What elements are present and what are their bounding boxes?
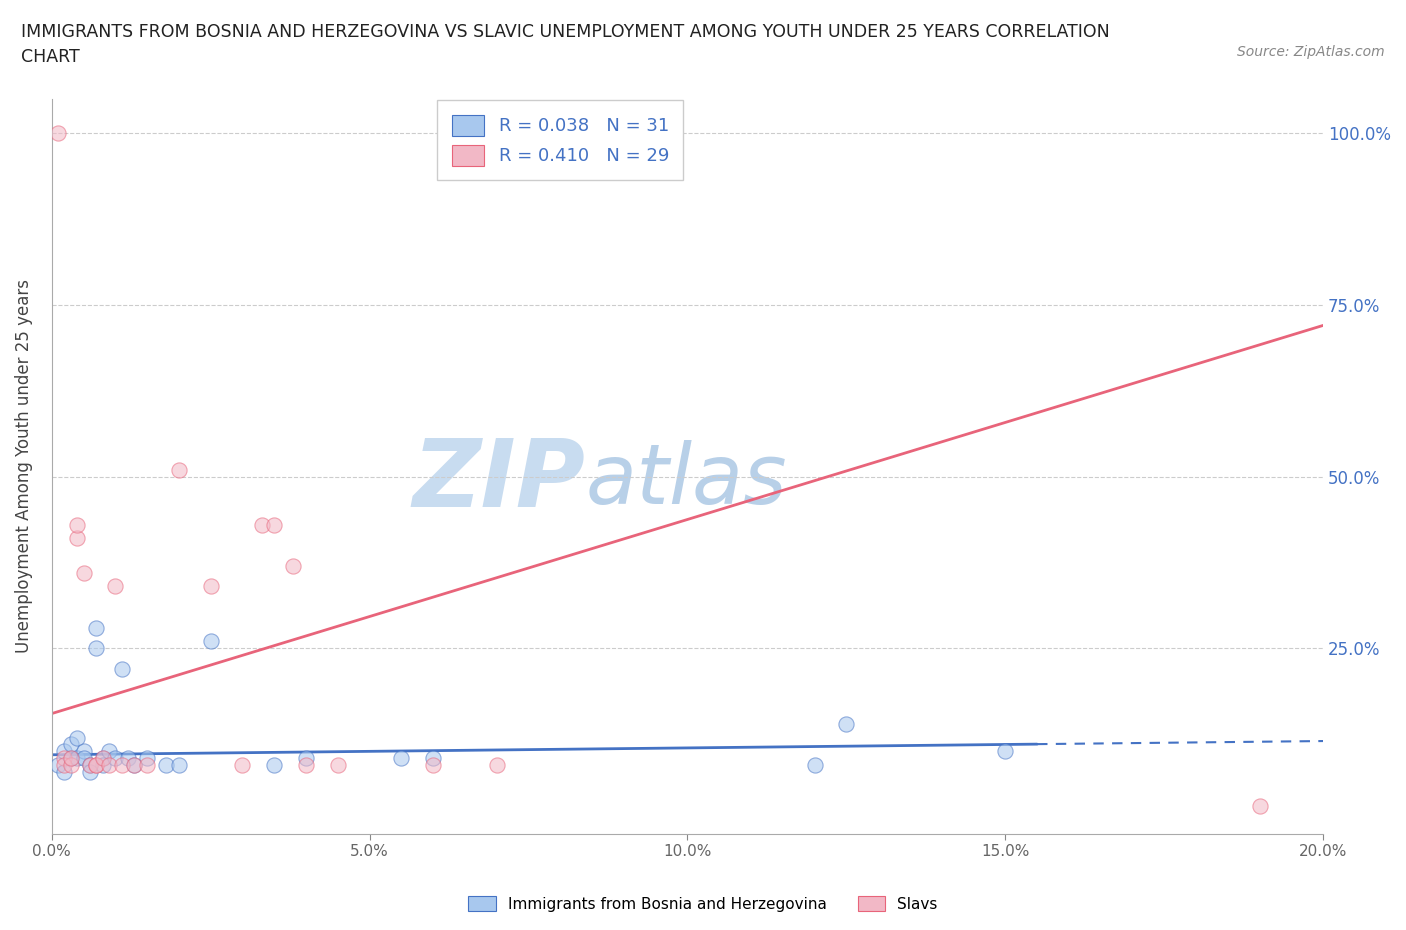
Point <box>46 126 69 140</box>
Point <box>111 661 134 676</box>
Point <box>231 758 253 773</box>
Point <box>59 737 82 752</box>
Point <box>422 758 444 773</box>
Point <box>91 751 114 765</box>
Point <box>326 758 349 773</box>
Point <box>200 634 222 649</box>
Point <box>167 758 190 773</box>
Point <box>97 744 120 759</box>
Point <box>389 751 412 765</box>
Text: Source: ZipAtlas.com: Source: ZipAtlas.com <box>1237 45 1385 59</box>
Point <box>79 758 101 773</box>
Point <box>263 517 285 532</box>
Point <box>124 758 146 773</box>
Point <box>53 744 76 759</box>
Point <box>136 758 159 773</box>
Point <box>72 751 94 765</box>
Point <box>66 730 89 745</box>
Point <box>1249 799 1271 814</box>
Point <box>295 751 318 765</box>
Point <box>59 758 82 773</box>
Legend: R = 0.038   N = 31, R = 0.410   N = 29: R = 0.038 N = 31, R = 0.410 N = 29 <box>437 100 683 180</box>
Point <box>97 758 120 773</box>
Text: IMMIGRANTS FROM BOSNIA AND HERZEGOVINA VS SLAVIC UNEMPLOYMENT AMONG YOUTH UNDER : IMMIGRANTS FROM BOSNIA AND HERZEGOVINA V… <box>21 23 1109 41</box>
Text: atlas: atlas <box>586 441 787 522</box>
Point <box>91 758 114 773</box>
Point <box>104 579 127 594</box>
Point <box>835 716 858 731</box>
Point <box>91 751 114 765</box>
Point <box>295 758 318 773</box>
Point <box>53 764 76 779</box>
Point <box>136 751 159 765</box>
Point <box>66 531 89 546</box>
Point <box>79 758 101 773</box>
Point <box>72 744 94 759</box>
Point <box>167 462 190 477</box>
Point <box>111 758 134 773</box>
Point <box>53 758 76 773</box>
Point <box>117 751 139 765</box>
Point <box>124 758 146 773</box>
Point <box>84 620 107 635</box>
Text: CHART: CHART <box>21 48 80 66</box>
Text: ZIP: ZIP <box>413 435 586 527</box>
Point <box>72 565 94 580</box>
Point <box>84 758 107 773</box>
Point <box>66 751 89 765</box>
Point <box>104 751 127 765</box>
Point <box>422 751 444 765</box>
Point <box>84 641 107 656</box>
Point <box>994 744 1017 759</box>
Point <box>485 758 508 773</box>
Legend: Immigrants from Bosnia and Herzegovina, Slavs: Immigrants from Bosnia and Herzegovina, … <box>463 889 943 918</box>
Point <box>200 579 222 594</box>
Point <box>53 751 76 765</box>
Point <box>66 517 89 532</box>
Point <box>250 517 273 532</box>
Point <box>59 751 82 765</box>
Point <box>803 758 825 773</box>
Point <box>613 126 636 140</box>
Point <box>84 758 107 773</box>
Point <box>59 751 82 765</box>
Point <box>79 764 101 779</box>
Point <box>155 758 177 773</box>
Point <box>283 558 305 573</box>
Y-axis label: Unemployment Among Youth under 25 years: Unemployment Among Youth under 25 years <box>15 279 32 653</box>
Point <box>263 758 285 773</box>
Point <box>46 758 69 773</box>
